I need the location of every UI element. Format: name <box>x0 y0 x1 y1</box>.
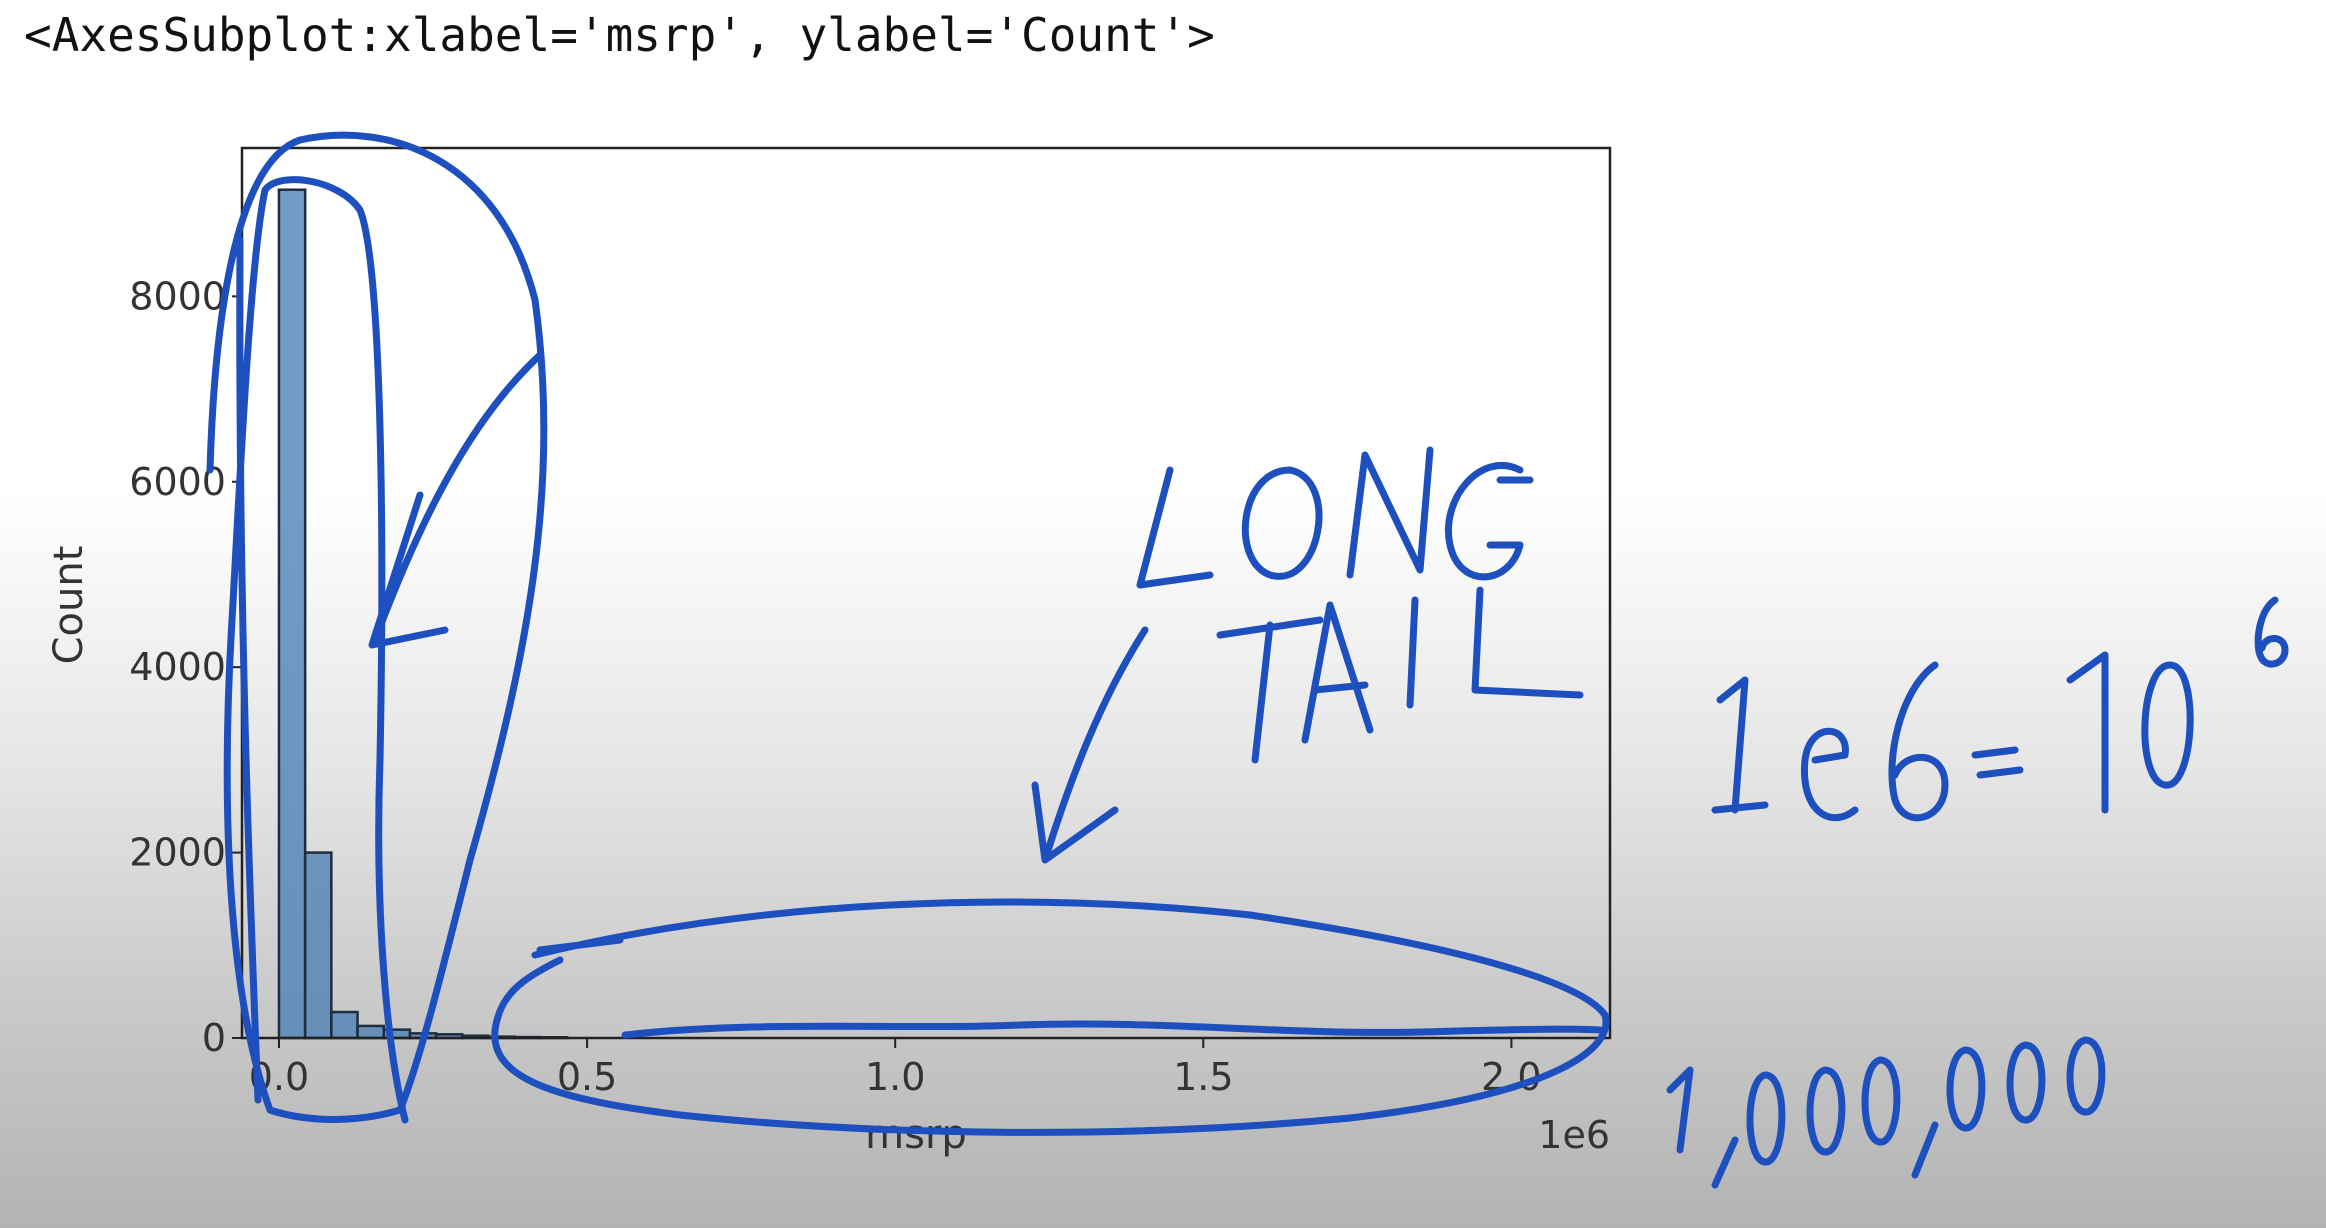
histogram-bar <box>277 188 307 1040</box>
ink-letter-N <box>1346 446 1434 579</box>
ink-letter-L2 <box>1471 586 1584 699</box>
y-tick-label: 8000 <box>129 274 226 318</box>
ink-eq-digit0 <box>2141 661 2194 789</box>
histogram-bar <box>356 1024 385 1040</box>
ink-num-comma2 <box>1911 1121 1939 1179</box>
ink-num-0d <box>1946 1046 1986 1132</box>
ink-eq-1 <box>1711 676 1769 814</box>
y-axis-label: Count <box>46 546 92 665</box>
histogram-bar <box>330 1010 359 1040</box>
y-tick-label: 0 <box>202 1016 226 1060</box>
y-tick-label: 2000 <box>129 831 226 875</box>
ink-loop-left <box>206 131 548 1124</box>
handwritten-annotations <box>206 131 2289 1189</box>
ink-num-0c <box>1861 1056 1901 1146</box>
ink-num-0a <box>1746 1071 1786 1166</box>
ink-eq-digit1 <box>2066 651 2109 814</box>
ink-letter-O <box>1241 466 1323 580</box>
ink-num-0f <box>2066 1036 2106 1116</box>
ink-eq-6 <box>1888 661 1949 822</box>
x-tick-label: 1.5 <box>1173 1055 1233 1099</box>
ink-num-1 <box>1666 1066 1694 1154</box>
ink-letter-L1 <box>1136 466 1214 589</box>
ink-arrow-left <box>368 351 544 649</box>
ink-letter-G <box>1445 461 1534 581</box>
ink-letter-T <box>1216 616 1324 764</box>
histogram-bar <box>303 851 333 1040</box>
y-tick-label: 4000 <box>129 645 226 689</box>
ink-num-comma1 <box>1711 1136 1739 1189</box>
ink-letter-I <box>1406 596 1419 709</box>
ink-loop-tail <box>491 898 1610 1136</box>
ink-eq-exp6 <box>2254 596 2289 668</box>
ink-tail-baseline <box>621 1020 1604 1039</box>
output-repr-text: <AxesSubplot:xlabel='msrp', ylabel='Coun… <box>24 8 1215 62</box>
ink-num-0b <box>1806 1066 1846 1156</box>
x-offset-label: 1e6 <box>1538 1113 1610 1157</box>
ink-arrow-tail <box>1031 626 1149 864</box>
ink-eq-equals <box>1971 746 2024 779</box>
ink-letter-A <box>1301 601 1374 744</box>
x-axis-label: msrp <box>865 1112 967 1158</box>
ink-eq-e <box>1800 727 1859 822</box>
chart-layer: 0.0 0.5 1.0 1.5 2.002000400060008000msrpCoun… <box>46 146 1612 1158</box>
ink-num-0e <box>2006 1041 2046 1124</box>
x-tick-label: 1.0 <box>865 1055 925 1099</box>
